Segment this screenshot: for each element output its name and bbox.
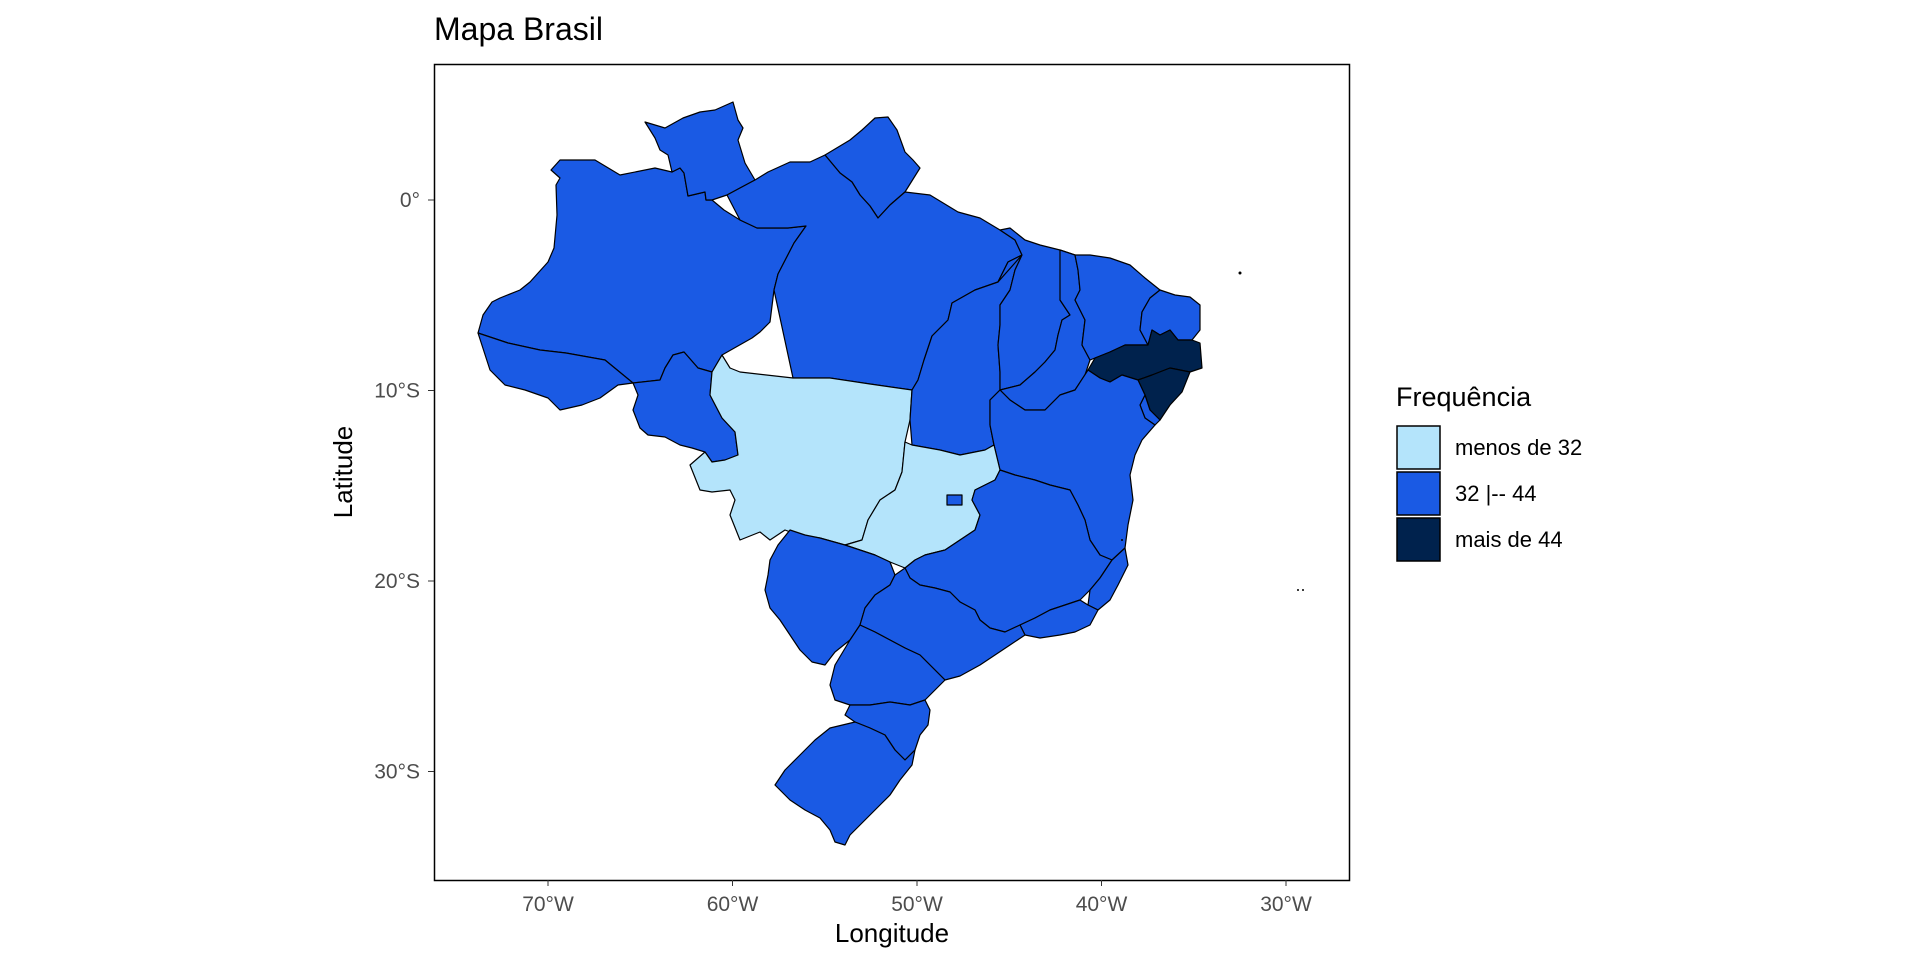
y-axis-title: Latitude [328, 426, 358, 519]
legend-swatch [1396, 425, 1441, 470]
x-tick-label: 60°W [707, 893, 759, 916]
legend: Frequência menos de 32 32 |-- 44 mais de 4… [1396, 382, 1582, 562]
x-tick-label: 50°W [891, 893, 943, 916]
legend-label: 32 |-- 44 [1455, 481, 1537, 506]
x-tick-label: 70°W [522, 893, 574, 916]
legend-label: mais de 44 [1455, 527, 1563, 552]
y-tick-label: 10°S [374, 380, 420, 403]
y-tick-label: 0° [400, 189, 420, 212]
state-rs [774, 721, 916, 846]
island-marker [1302, 589, 1304, 591]
state-ac [477, 332, 634, 411]
state-df [946, 494, 963, 506]
x-tick-label: 40°W [1076, 893, 1128, 916]
island-marker [1238, 271, 1242, 275]
legend-swatch [1396, 517, 1441, 562]
state-es [1087, 547, 1129, 611]
state-rj [1019, 599, 1099, 639]
x-axis-title: Longitude [835, 918, 949, 948]
legend-swatch [1396, 471, 1441, 516]
y-tick-label: 20°S [374, 570, 420, 593]
legend-label: menos de 32 [1455, 435, 1582, 460]
chart-title: Mapa Brasil [434, 11, 603, 47]
x-axis-ticks: 70°W 60°W 50°W 40°W 30°W [522, 880, 1312, 916]
island-marker [1121, 539, 1123, 541]
y-tick-label: 30°S [374, 761, 420, 784]
x-tick-label: 30°W [1260, 893, 1312, 916]
state-pr [829, 624, 946, 706]
island-marker [1297, 589, 1299, 591]
legend-title: Frequência [1396, 382, 1532, 412]
y-axis-ticks: 0° 10°S 20°S 30°S [374, 189, 434, 784]
brazil-map [477, 101, 1304, 846]
